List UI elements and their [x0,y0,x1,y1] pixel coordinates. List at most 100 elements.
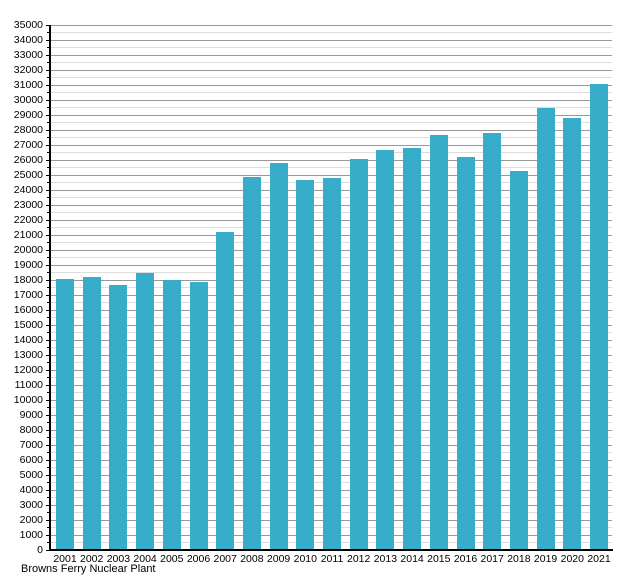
y-axis-tick [47,392,50,393]
y-axis-label: 17000 [13,289,43,301]
x-axis-label: 2013 [373,553,398,565]
minor-gridline [50,92,612,93]
x-axis-label: 2002 [80,553,104,565]
x-axis-label: 2014 [400,553,424,565]
x-axis-label: 2003 [106,553,131,565]
y-axis-tick [47,107,50,108]
y-axis-tick [45,69,50,71]
y-axis-tick [45,549,50,551]
major-gridline [50,159,612,161]
y-axis-label: 35000 [13,19,43,31]
minor-gridline [50,122,612,123]
y-axis-tick [47,122,50,123]
y-axis-tick [45,174,50,176]
y-axis-tick [45,249,50,251]
minor-gridline [50,167,612,168]
x-axis-label: 2005 [160,553,184,565]
y-axis-tick [47,497,50,498]
y-axis-label: 30000 [13,94,43,106]
minor-gridline [50,107,612,108]
y-axis-label: 10000 [13,394,43,406]
bar-2009 [269,163,288,550]
y-axis-label: 2000 [19,514,43,526]
y-axis-label: 6000 [19,454,43,466]
y-axis-tick [47,62,50,63]
y-axis-tick [45,324,50,326]
x-axis-label: 2008 [240,553,264,565]
major-gridline [50,144,612,146]
y-axis-tick [45,519,50,521]
bar-2016 [456,157,475,550]
x-axis-label: 2016 [453,553,478,565]
y-axis-label: 13000 [13,349,43,361]
y-axis-tick [45,24,50,26]
bar-2005 [162,280,181,550]
y-axis-tick [45,234,50,236]
y-axis-tick [45,114,50,116]
y-axis-label: 24000 [13,184,43,196]
bar-2014 [403,148,422,550]
y-axis-label: 16000 [13,304,43,316]
major-gridline [50,174,612,176]
x-axis-label: 2006 [186,553,211,565]
y-axis-label: 8000 [19,424,43,436]
y-axis-tick [45,339,50,341]
y-axis-tick [45,159,50,161]
y-axis-label: 33000 [13,49,43,61]
bar-2019 [536,107,555,550]
y-axis-tick [45,354,50,356]
x-axis-label: 2020 [560,553,584,565]
y-axis-tick [47,137,50,138]
bar-2003 [109,284,128,550]
y-axis-tick [47,437,50,438]
x-axis-label: 2009 [266,553,291,565]
y-axis-tick [45,384,50,386]
y-axis-tick [47,332,50,333]
major-gridline [50,129,612,131]
y-axis-label: 21000 [13,229,43,241]
bar-2006 [189,281,208,550]
y-axis-tick [47,197,50,198]
x-axis-label: 2021 [587,553,611,565]
y-axis-label: 26000 [13,154,43,166]
bar-2004 [136,272,155,550]
bar-2018 [509,170,528,550]
y-axis-label: 14000 [13,334,43,346]
major-gridline [50,39,612,41]
y-axis-tick [45,189,50,191]
minor-gridline [50,62,612,63]
y-axis-tick [45,279,50,281]
y-axis-label: 7000 [19,439,43,451]
y-axis-tick [47,212,50,213]
y-axis-tick [47,77,50,78]
y-axis-label: 25000 [13,169,43,181]
major-gridline [50,84,612,86]
x-axis-label: 2012 [347,553,371,565]
y-axis-label: 19000 [13,259,43,271]
y-axis-tick [45,204,50,206]
bar-2017 [483,133,502,550]
y-axis-tick [47,407,50,408]
y-axis-label: 1000 [19,529,43,541]
y-axis-tick [47,317,50,318]
y-axis-tick [45,414,50,416]
y-axis-tick [45,444,50,446]
major-gridline [50,54,612,56]
y-axis-label: 34000 [13,34,43,46]
y-axis-tick [47,377,50,378]
major-gridline [50,24,612,26]
y-axis-label: 22000 [13,214,43,226]
y-axis-label: 11000 [14,379,43,391]
y-axis-label: 4000 [19,484,43,496]
y-axis-label: 12000 [13,364,43,376]
y-axis-tick [45,294,50,296]
y-axis-tick [47,287,50,288]
x-axis-label: 2007 [213,553,237,565]
y-axis-label: 5000 [19,469,43,481]
y-axis-tick [47,347,50,348]
bar-2001 [56,278,74,550]
bar-2013 [376,149,395,550]
y-axis-tick [45,429,50,431]
x-axis-label: 2011 [320,553,344,565]
